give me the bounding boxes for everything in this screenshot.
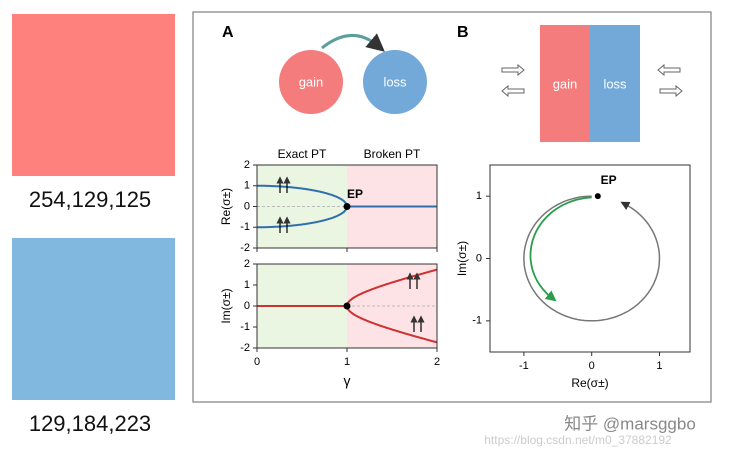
panel-label: A — [222, 24, 234, 41]
swatch — [12, 238, 175, 400]
y-axis-label: Im(σ±) — [219, 288, 233, 323]
ep-label: EP — [601, 173, 617, 187]
loss-circle — [363, 50, 427, 114]
exact-label: Exact PT — [278, 147, 327, 161]
x-tick-label: 1 — [656, 360, 662, 372]
x-tick-label: -1 — [519, 360, 529, 372]
loss-text: loss — [383, 74, 407, 89]
y-tick-label: 0 — [476, 252, 482, 264]
x-tick-label: 0 — [254, 356, 260, 368]
swatch-label: 254,129,125 — [29, 187, 151, 212]
x-tick-label: 0 — [589, 360, 595, 372]
x-tick-label: 1 — [344, 356, 350, 368]
y-axis-label: Re(σ±) — [219, 188, 233, 225]
y-axis-label: Im(σ±) — [455, 241, 469, 276]
ep-dot — [343, 302, 351, 310]
y-tick-label: -1 — [240, 221, 250, 233]
ep-dot — [343, 203, 351, 210]
loss-block — [590, 25, 640, 142]
wave-arrows — [501, 63, 683, 98]
gain-block — [540, 25, 590, 142]
url: https://blog.csdn.net/m0_37882192 — [484, 433, 672, 447]
y-tick-label: 0 — [244, 300, 250, 312]
gain-circle — [279, 50, 343, 114]
green-trajectory — [529, 196, 592, 302]
y-tick-label: 1 — [476, 190, 482, 202]
orbit — [523, 195, 661, 322]
ep-dot — [594, 193, 601, 200]
gain-text: gain — [553, 76, 578, 91]
plot-frame — [256, 164, 438, 249]
x-tick-label: 2 — [434, 356, 440, 368]
y-tick-label: -1 — [240, 321, 250, 333]
plot-frame — [256, 263, 438, 349]
ep-label: EP — [347, 187, 363, 201]
y-tick-label: 1 — [244, 180, 250, 192]
watermark: 知乎 @marsggbo — [564, 414, 696, 433]
loss-text: loss — [603, 76, 627, 91]
broken-label: Broken PT — [364, 147, 421, 161]
swatch-label: 129,184,223 — [29, 411, 151, 436]
gain-text: gain — [299, 74, 324, 89]
y-tick-label: -1 — [472, 315, 482, 327]
y-tick-label: -2 — [240, 242, 250, 254]
y-tick-label: -2 — [240, 342, 250, 354]
panel-label: B — [457, 24, 469, 41]
coupling-arrow — [321, 33, 385, 52]
swatch — [12, 14, 175, 176]
x-axis-label: γ — [344, 373, 351, 389]
y-tick-label: 1 — [244, 279, 250, 291]
y-tick-label: 2 — [244, 258, 250, 270]
y-tick-label: 0 — [244, 200, 250, 212]
x-axis-label: Re(σ±) — [571, 376, 608, 390]
y-tick-label: 2 — [244, 159, 250, 171]
